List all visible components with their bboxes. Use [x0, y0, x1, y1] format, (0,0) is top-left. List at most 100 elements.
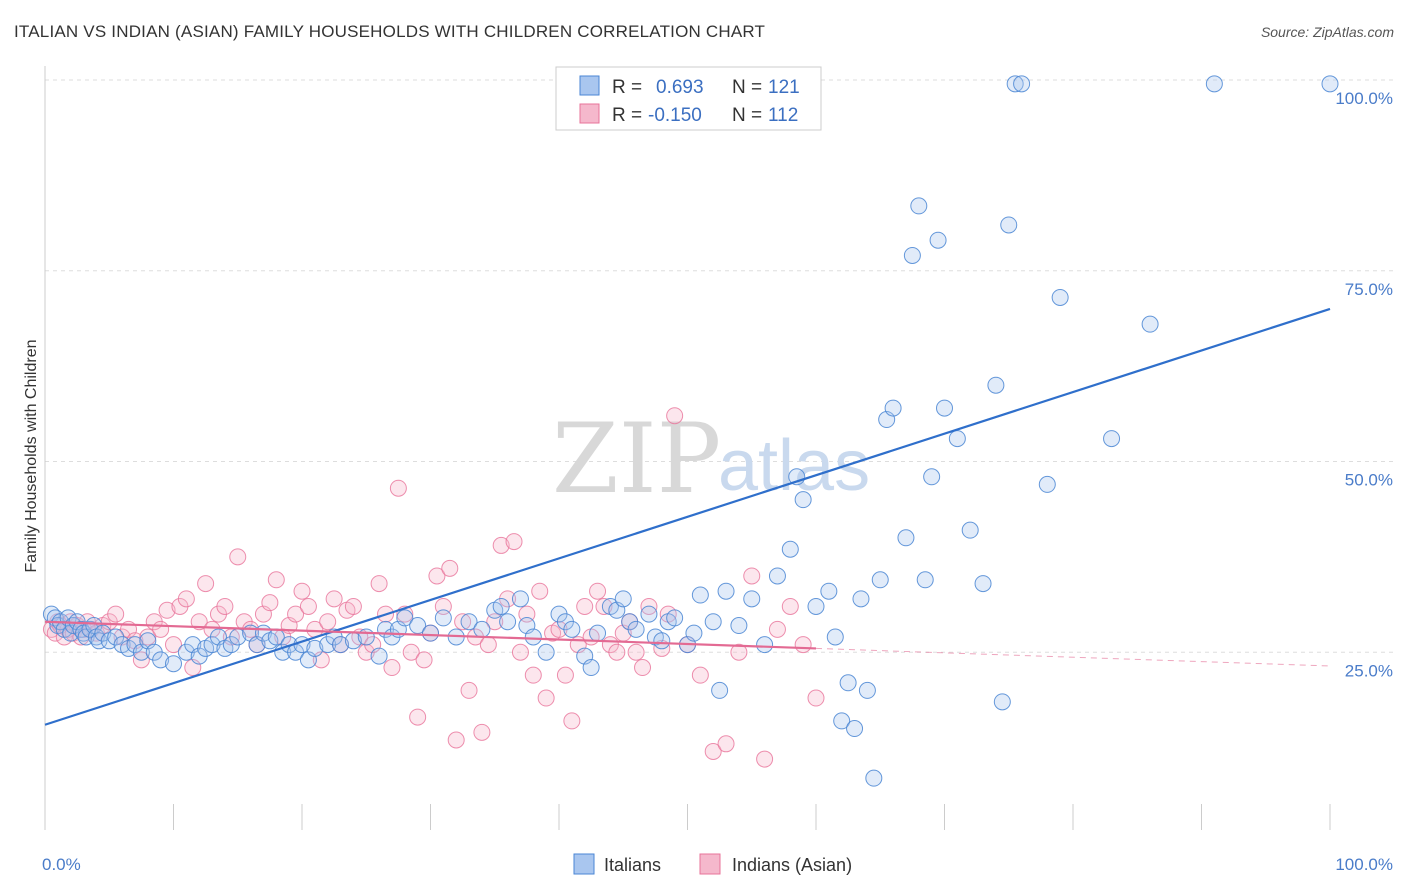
italians-point-100	[820, 582, 838, 600]
italians-point-74	[582, 659, 600, 677]
indians-point-73	[473, 723, 491, 741]
indians-trend-extension	[815, 647, 1331, 667]
italians-point-117	[936, 399, 953, 417]
legend-r-value-2: -0.150	[648, 105, 702, 126]
indians-point-97	[627, 643, 645, 661]
italians-point-105	[852, 590, 870, 608]
italians-point-69	[537, 643, 555, 661]
italians-point-103	[839, 674, 857, 692]
x-tick-min: 0.0%	[42, 855, 81, 874]
indians-point-64	[415, 651, 433, 669]
legend-n-label-1: N =	[732, 77, 762, 98]
italians-point-65	[499, 613, 517, 631]
bottom-legend-italians: Italians	[604, 855, 661, 875]
indians-point-87	[563, 712, 581, 730]
indians-point-112	[794, 636, 812, 654]
italians-point-131	[1321, 75, 1339, 93]
italians-point-106	[858, 681, 876, 699]
italians-point-107	[865, 769, 883, 787]
indians-point-60	[389, 479, 407, 497]
bottom-legend-indians: Indians (Asian)	[732, 855, 852, 875]
legend-r-label-1: R =	[612, 77, 642, 98]
indians-point-25	[165, 636, 182, 654]
italians-point-123	[1000, 216, 1018, 234]
indians-point-106	[717, 735, 735, 753]
indians-point-86	[556, 666, 574, 684]
indians-point-35	[229, 548, 247, 566]
italians-point-124	[1006, 75, 1024, 93]
indians-point-30	[197, 575, 215, 593]
italians-point-129	[1141, 315, 1159, 333]
italians-point-115	[923, 468, 941, 486]
indians-point-66	[428, 567, 446, 585]
italians-point-85	[666, 609, 684, 627]
indians-point-62	[402, 643, 420, 661]
italians-point-92	[730, 617, 748, 635]
indians-point-24	[158, 601, 176, 619]
indians-point-81	[524, 666, 542, 684]
indians-trend-line	[44, 620, 817, 650]
italians-point-122	[993, 693, 1011, 711]
italians-point-72	[563, 620, 581, 638]
indians-point-109	[756, 750, 774, 768]
italians-point-88	[691, 586, 709, 604]
indians-point-33	[216, 597, 234, 615]
italians-point-89	[704, 613, 722, 631]
italians-point-46	[306, 639, 324, 657]
italians-point-52	[370, 647, 388, 665]
italians-point-56	[396, 609, 414, 627]
italians-point-118	[948, 430, 966, 448]
bottom-legend-swatch-italians	[573, 853, 595, 875]
indians-point-68	[441, 559, 459, 577]
italians-point-130	[1205, 75, 1223, 93]
italians-point-102	[833, 712, 851, 730]
italians-point-110	[884, 399, 902, 417]
italians-points	[42, 75, 1339, 787]
indians-point-69	[447, 731, 465, 749]
indians-point-70	[454, 613, 472, 631]
indians-point-63	[409, 708, 427, 726]
indians-point-107	[730, 643, 748, 661]
italians-point-99	[807, 597, 825, 615]
italians-point-98	[794, 491, 812, 509]
indians-point-29	[190, 613, 208, 631]
italians-point-51	[357, 628, 375, 646]
italians-point-58	[422, 624, 439, 642]
y-tick-label-2: 75.0%	[1345, 280, 1393, 299]
y-tick-label-0: 25.0%	[1345, 661, 1393, 680]
indians-point-41	[267, 571, 285, 589]
y-axis-title: Family Households with Children	[23, 340, 40, 573]
bottom-legend-swatch-indians	[699, 853, 721, 875]
italians-point-121	[987, 376, 1005, 394]
legend-r-label-2: R =	[612, 105, 642, 126]
italians-point-114	[916, 571, 934, 589]
indians-point-74	[479, 636, 497, 654]
italians-point-112	[903, 246, 921, 264]
indians-point-76	[492, 536, 510, 554]
italians-point-62	[473, 620, 491, 638]
italians-point-66	[511, 590, 529, 608]
legend-swatch-italians	[579, 75, 600, 96]
italians-point-87	[685, 624, 703, 642]
indians-point-108	[743, 567, 761, 585]
legend-r-value-1: 0.693	[656, 77, 704, 98]
italians-point-90	[711, 681, 729, 699]
source-label: Source: ZipAtlas.com	[1260, 24, 1394, 40]
italians-point-120	[974, 575, 992, 593]
italians-point-96	[781, 540, 799, 558]
indians-point-23	[152, 620, 170, 638]
axis-layer: 25.0% 50.0% 75.0% 100.0%	[44, 66, 1393, 830]
italians-point-101	[826, 628, 844, 646]
indians-point-21	[139, 628, 157, 646]
italians-point-25	[152, 651, 170, 669]
italians-trend-line	[44, 307, 1331, 726]
watermark: ZIP atlas	[552, 403, 870, 515]
indians-point-104	[691, 666, 709, 684]
italians-point-111	[897, 529, 915, 547]
indians-point-45	[293, 582, 311, 600]
indians-point-82	[531, 582, 549, 600]
indians-point-105	[704, 742, 722, 760]
indians-point-113	[807, 689, 825, 707]
indians-point-111	[781, 597, 799, 615]
